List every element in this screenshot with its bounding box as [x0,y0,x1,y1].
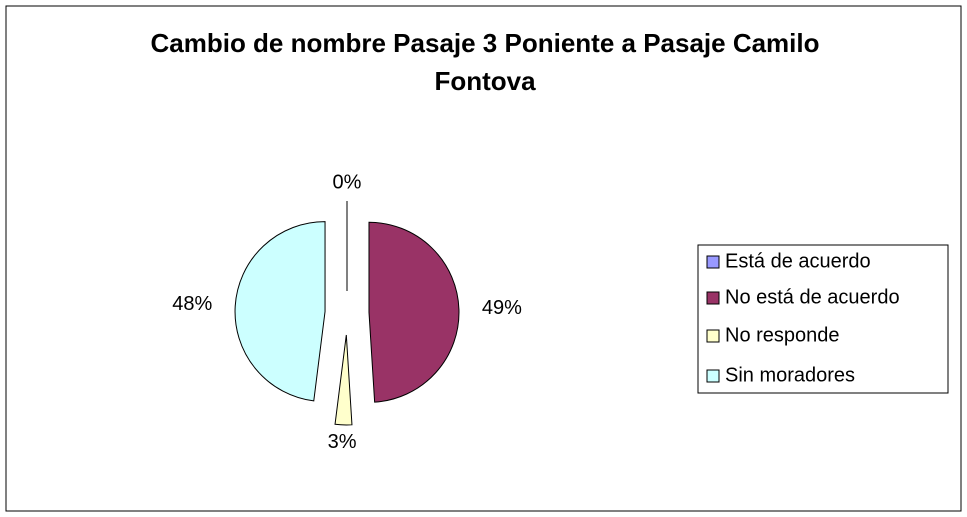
pie-slice [234,221,326,402]
legend-label: No está de acuerdo [725,286,900,308]
legend-label: Sin moradores [725,364,855,386]
pie-slice [334,334,353,426]
legend-swatch [706,291,720,305]
chart-title: Cambio de nombre Pasaje 3 Poniente a Pas… [150,28,820,96]
data-label: 3% [328,431,357,453]
legend-label: No responde [725,324,840,346]
legend-swatch [706,255,720,269]
pie-slice [368,221,460,403]
data-label: 48% [172,293,212,315]
legend-box [697,244,949,394]
legend-swatch [706,369,720,383]
legend-label: Está de acuerdo [725,250,871,272]
data-label: 49% [482,297,522,319]
data-label: 0% [333,171,362,193]
legend-swatch [706,329,720,343]
